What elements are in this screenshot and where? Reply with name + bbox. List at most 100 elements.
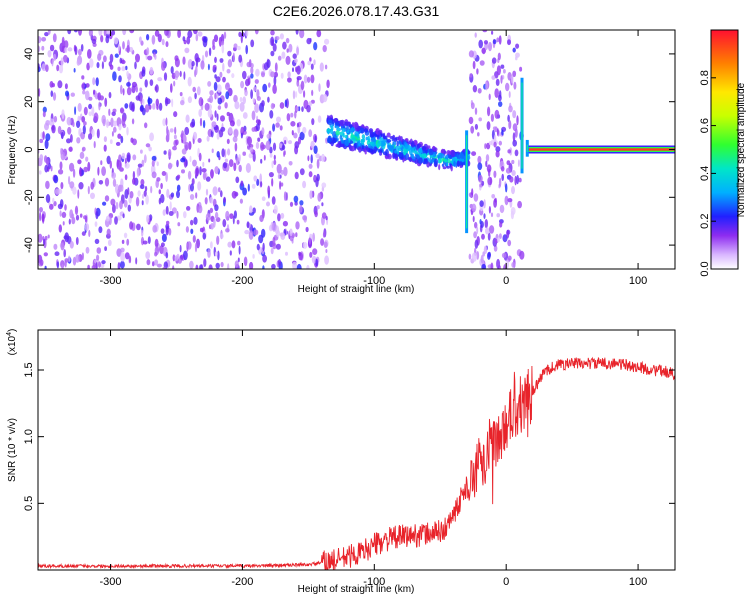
spectrogram-cell xyxy=(212,186,218,196)
spectrogram-cell xyxy=(92,77,96,86)
spectrogram-cell xyxy=(216,84,222,93)
spectrogram-cell xyxy=(376,142,380,148)
spectrogram-cell xyxy=(154,251,158,257)
snr-x-tick-label: 0 xyxy=(503,576,509,588)
spectrogram-cell xyxy=(65,90,69,97)
spectrogram-cell xyxy=(286,48,289,53)
spectrogram-cell xyxy=(124,103,129,109)
spectrogram-cell xyxy=(146,47,150,56)
spectrogram-cell xyxy=(45,194,51,203)
spectrogram-cell xyxy=(126,238,130,246)
spectrogram-cell xyxy=(271,178,274,187)
spectrogram-cell xyxy=(79,166,82,177)
spectrogram-cell xyxy=(182,56,186,65)
spectrogram-cell xyxy=(183,250,188,261)
spectrogram-cell xyxy=(433,147,438,152)
spectrogram-cell xyxy=(506,229,510,239)
spectrogram-cell xyxy=(302,215,307,221)
spectrogram-cell xyxy=(74,106,77,115)
spectrogram-cell xyxy=(42,106,47,113)
spectrogram-cell xyxy=(315,153,320,159)
spectrogram-cell xyxy=(285,251,288,256)
spectrogram-cell xyxy=(245,44,248,55)
spectrogram-cell xyxy=(308,171,313,178)
spectrogram-cell xyxy=(103,30,107,37)
spectrogram-cell xyxy=(377,130,381,136)
spectrogram-cell xyxy=(121,239,125,244)
spectrogram-cell xyxy=(109,64,114,70)
spectrogram-cell xyxy=(172,146,177,151)
spectrogram-cell xyxy=(232,215,235,225)
spectrogram-cell xyxy=(144,185,148,192)
spectrogram-cell xyxy=(476,226,479,235)
spectrogram-cell xyxy=(132,154,137,161)
spectrogram-cell xyxy=(225,91,230,100)
spectrogram-cell xyxy=(81,116,86,123)
spectrogram-cell xyxy=(49,44,55,52)
spectrogram-cell xyxy=(143,154,147,164)
spectrogram-cell xyxy=(77,159,82,165)
spectrogram-cell xyxy=(220,126,226,132)
spectrogram-cell xyxy=(185,226,189,233)
spectrogram-cell xyxy=(79,213,83,218)
spectrogram-cell xyxy=(285,37,290,44)
spectrogram-cell xyxy=(165,117,168,126)
spectrogram-cell xyxy=(119,260,125,269)
spectrogram-cell xyxy=(252,152,256,162)
spectrogram-cell xyxy=(323,241,328,248)
spectrogram-cell xyxy=(223,196,227,203)
spectrogram-cell xyxy=(335,130,340,136)
snr-x-tick-label: -100 xyxy=(363,576,385,588)
spectrogram-cell xyxy=(163,72,168,81)
spectrogram-cell xyxy=(215,262,220,269)
spectrogram-cell xyxy=(448,151,452,155)
spectrogram-cell xyxy=(79,151,85,159)
spectrogram-x-axis-label: Height of straight line (km) xyxy=(298,284,415,295)
spectrogram-cell xyxy=(152,103,156,110)
spectrogram-cell xyxy=(165,252,169,259)
spectrogram-cell xyxy=(195,192,198,199)
spectrogram-cell xyxy=(102,118,106,127)
spectrogram-cell xyxy=(274,62,278,72)
spectrogram-cell xyxy=(507,114,510,122)
spectrogram-cell xyxy=(67,47,73,52)
spectrogram-cell xyxy=(254,30,259,35)
spectrogram-cell xyxy=(279,180,282,190)
spectrogram-cell xyxy=(77,102,82,112)
spectrogram-cell xyxy=(491,194,496,199)
spectrogram-cell xyxy=(140,179,145,186)
spectrogram-cell xyxy=(234,142,238,152)
spectrogram-cell xyxy=(194,53,199,62)
spectrogram-cell xyxy=(271,263,276,269)
spectrogram-cell xyxy=(179,244,182,253)
spectrogram-cell xyxy=(57,125,62,135)
spectrogram-cell xyxy=(474,123,478,130)
spectrogram-cell xyxy=(186,206,191,211)
spectrogram-cell xyxy=(294,110,297,119)
spectrogram-cell xyxy=(83,166,89,173)
spectrogram-cell xyxy=(83,106,88,116)
spectrogram-cell xyxy=(99,95,104,101)
spectrogram-cell xyxy=(194,92,197,100)
spectrogram-cell xyxy=(278,259,281,267)
spectrogram-cell xyxy=(95,211,99,220)
snr-y-tick-label: 1.5 xyxy=(23,362,35,377)
spectrogram-cell xyxy=(306,264,310,269)
spectrogram-cell xyxy=(509,176,514,183)
spectrogram-cell xyxy=(123,199,128,208)
spectrogram-cell xyxy=(498,94,502,102)
spectrogram-cell xyxy=(88,30,93,37)
spectrogram-cell xyxy=(295,232,298,238)
spectrogram-cell xyxy=(135,95,140,101)
spectrogram-cell xyxy=(126,82,131,87)
spectrogram-cell xyxy=(146,34,150,41)
spectrogram-cell xyxy=(289,201,294,207)
spectrogram-cell xyxy=(495,78,500,86)
spectrogram-cell xyxy=(283,151,286,157)
spectrogram-cell xyxy=(250,39,255,48)
spectrogram-cell xyxy=(431,157,434,164)
spectrogram-cell xyxy=(446,165,451,169)
spectrogram-cell xyxy=(181,148,187,155)
spectrogram-cell xyxy=(44,164,49,173)
spectrogram-cell xyxy=(446,162,449,166)
